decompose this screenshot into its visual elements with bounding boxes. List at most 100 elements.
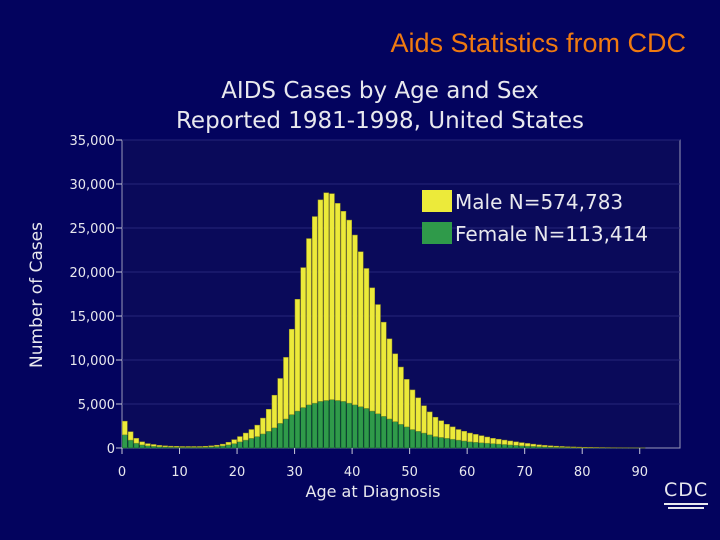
male-bar [323,192,329,401]
female-bar [519,445,525,449]
y-tick-label: 5,000 [78,398,115,413]
male-bar [570,446,577,448]
female-bar [421,432,427,449]
female-bar [311,402,318,449]
female-bar [237,441,243,449]
female-bar [254,436,260,449]
female-bar [248,438,255,449]
x-tick-label: 10 [171,465,188,480]
legend-label-female: Female N=113,414 [455,222,648,246]
legend: Male N=574,783 Female N=113,414 [422,190,648,246]
male-bar [438,420,444,438]
female-bar [260,433,266,449]
female-bar [139,444,145,449]
female-bar [409,429,416,449]
male-bar [185,446,191,448]
male-bar [358,251,364,407]
male-bar [455,429,462,441]
x-tick-label: 20 [229,465,246,480]
male-bar [490,438,496,444]
female-bar [467,441,473,449]
male-bar [450,426,456,440]
male-bar [300,267,306,408]
female-bar [294,410,301,449]
male-bar [162,445,168,448]
female-bar [386,418,393,449]
female-bar [334,400,341,449]
male-bar [386,338,393,420]
male-bar [271,394,278,429]
male-bar [507,440,514,446]
female-bar [404,426,410,449]
x-tick-label: 70 [516,465,533,480]
female-bar [306,404,312,449]
male-bar [265,409,272,432]
x-axis-label: Age at Diagnosis [306,482,441,501]
female-bar [473,442,479,449]
female-bar [432,436,439,449]
female-bar [145,445,151,449]
female-bar [427,434,433,449]
female-bar [507,444,514,449]
male-bar [473,434,479,443]
male-bar [133,438,140,444]
male-bar [381,321,387,417]
female-bar [496,443,502,449]
female-bar [369,410,375,449]
female-bar [352,404,358,449]
male-bar [139,441,145,446]
male-bar [576,446,583,448]
cdc-logo-text: CDC [664,479,709,501]
male-bar [513,441,519,446]
male-bar [352,234,358,406]
male-bar [340,211,347,402]
x-tick-label: 40 [344,465,361,480]
chart-title: AIDS Cases by Age and Sex Reported 1981-… [150,76,610,136]
female-bar [219,445,226,449]
male-bar [484,436,491,444]
female-bar [461,440,468,449]
male-bar [242,432,249,441]
female-bar [277,423,283,449]
female-bar [329,399,335,449]
male-bar [231,439,237,444]
male-bar [565,446,571,448]
male-bar [179,446,186,448]
male-bar [191,446,197,448]
x-tick-label: 0 [118,465,126,480]
male-bar [254,424,260,437]
male-bar [288,328,295,415]
slide-title: Aids Statistics from CDC [390,28,686,58]
male-bar [478,435,485,443]
male-bar [283,357,289,420]
female-bar [225,444,232,449]
bars [122,192,646,449]
y-axis-label: Number of Cases [27,222,47,368]
legend-label-male: Male N=574,783 [455,190,623,214]
male-bar [334,203,341,401]
male-bar [237,436,243,443]
female-bar [346,402,352,449]
male-bar [409,389,416,430]
x-tick-label: 60 [459,465,476,480]
y-tick-label: 0 [107,442,115,457]
male-bar [225,442,232,446]
female-bar [455,439,462,449]
female-bar [340,401,347,449]
female-bar [450,438,456,449]
female-bar [231,443,237,449]
male-bar [311,216,318,404]
x-tick-label: 80 [574,465,591,480]
male-bar [559,446,565,448]
male-bar [496,438,502,445]
female-bar [133,442,140,449]
x-tick-label: 50 [401,465,418,480]
logo-underline [664,503,708,505]
male-bar [168,445,174,448]
y-tick-label: 15,000 [70,310,116,325]
male-bar [150,444,157,447]
male-bar [375,304,381,414]
female-bar [381,416,387,449]
male-bar [553,445,560,448]
male-bar [519,442,525,446]
